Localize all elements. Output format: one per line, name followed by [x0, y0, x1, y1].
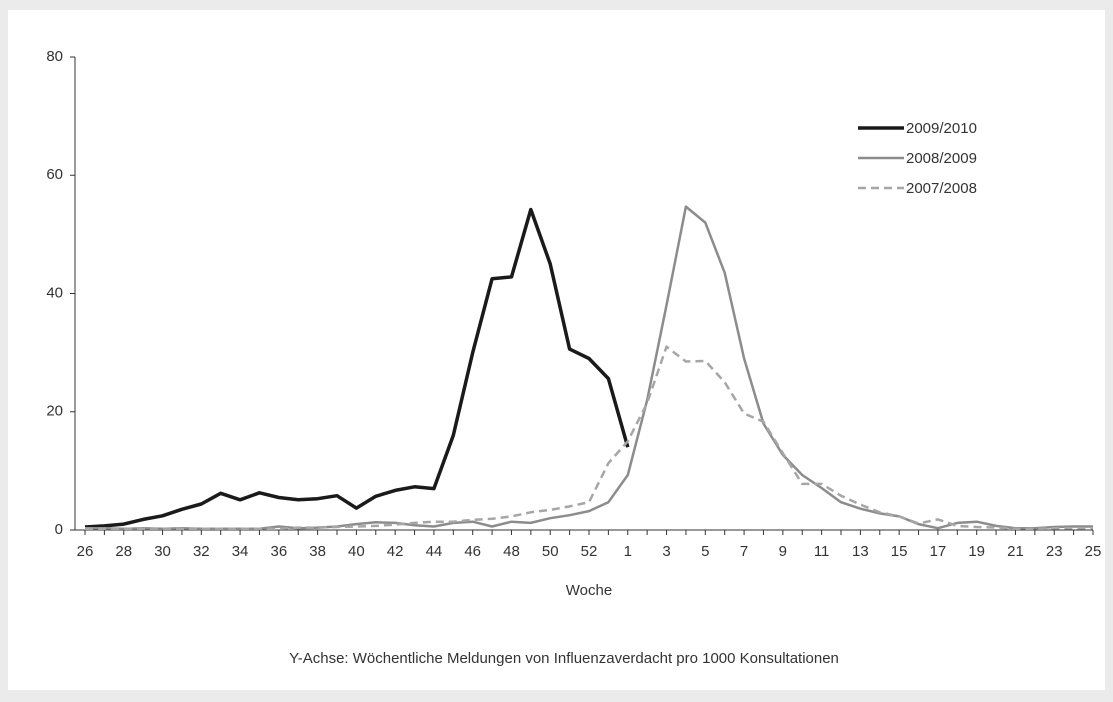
y-tick-label: 0: [55, 521, 63, 538]
x-tick-label: 38: [309, 543, 326, 560]
x-tick-label: 25: [1085, 543, 1102, 560]
legend-label: 2008/2009: [906, 150, 977, 167]
x-tick-label: 5: [701, 543, 709, 560]
x-tick-label: 11: [814, 543, 830, 560]
x-tick-label: 19: [968, 543, 985, 560]
x-tick-label: 13: [852, 543, 869, 560]
line-series: [85, 205, 1093, 531]
x-tick-label: 23: [1046, 543, 1063, 560]
x-tick-label: 21: [1007, 543, 1024, 560]
y-tick-label: 80: [46, 48, 63, 65]
line-series: [85, 345, 1093, 531]
x-tick-label: 28: [115, 543, 132, 560]
y-tick-label: 40: [46, 284, 63, 301]
x-tick-label: 48: [503, 543, 520, 560]
legend-label: 2009/2010: [906, 120, 977, 137]
x-tick-label: 17: [930, 543, 947, 560]
x-tick-label: 52: [581, 543, 598, 560]
panel: [8, 10, 1105, 690]
x-tick-label: 44: [426, 543, 443, 560]
x-tick-label: 3: [662, 543, 670, 560]
x-tick-label: 46: [464, 543, 481, 560]
x-tick-label: 9: [779, 543, 787, 560]
x-tick-label: 32: [193, 543, 210, 560]
x-axis-label: Woche: [566, 582, 612, 599]
x-tick-label: 30: [154, 543, 171, 560]
x-tick-label: 40: [348, 543, 365, 560]
line-series: [84, 207, 630, 529]
caption: Y-Achse: Wöchentliche Meldungen von Infl…: [289, 650, 839, 667]
x-tick-label: 1: [624, 543, 632, 560]
y-tick-label: 20: [46, 403, 63, 420]
x-tick-label: 36: [271, 543, 288, 560]
x-tick-label: 15: [891, 543, 908, 560]
x-tick-label: 34: [232, 543, 249, 560]
x-tick-label: 50: [542, 543, 559, 560]
legend-label: 2007/2008: [906, 180, 977, 197]
y-tick-label: 60: [46, 166, 63, 183]
x-tick-label: 42: [387, 543, 404, 560]
x-tick-label: 7: [740, 543, 748, 560]
x-tick-label: 26: [77, 543, 94, 560]
